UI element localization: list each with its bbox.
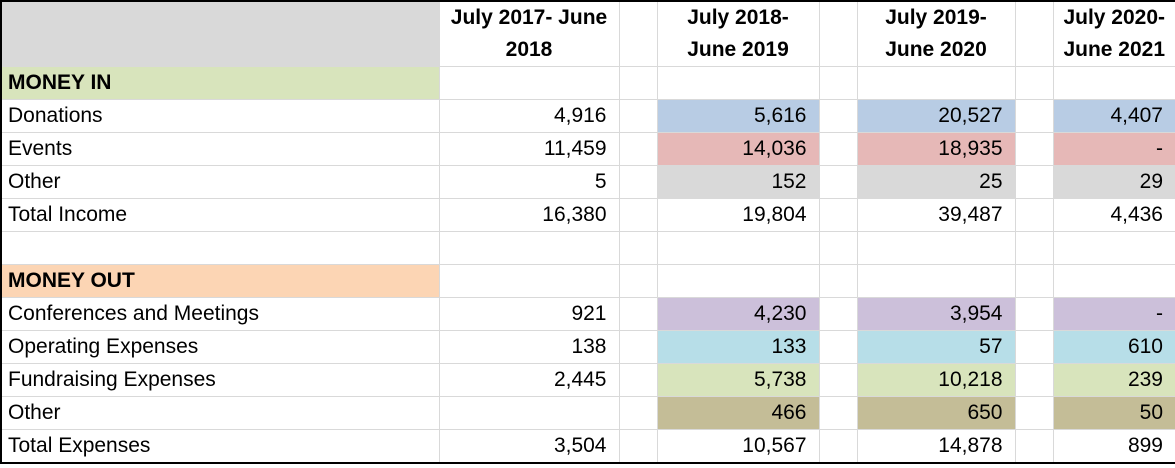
value-cell: 921 <box>439 297 620 331</box>
row-label: Other <box>1 165 440 199</box>
money-out-title: MONEY OUT <box>1 264 440 298</box>
table-row-conferences: Conferences and Meetings 921 4,230 3,954… <box>1 297 1175 331</box>
value-cell: 16,380 <box>439 198 620 232</box>
value-cell: 5,738 <box>657 363 820 397</box>
money-out-section-row: MONEY OUT <box>1 264 1175 298</box>
table-row-total-expenses: Total Expenses 3,504 10,567 14,878 899 <box>1 429 1175 464</box>
row-label: Total Income <box>1 198 440 232</box>
value-cell: 25 <box>857 165 1016 199</box>
value-cell: 3,504 <box>439 429 620 464</box>
value-cell: 133 <box>657 330 820 364</box>
value-cell: 899 <box>1053 429 1175 464</box>
table-row-donations: Donations 4,916 5,616 20,527 4,407 <box>1 99 1175 133</box>
money-in-title: MONEY IN <box>1 66 440 100</box>
value-cell: 3,954 <box>857 297 1016 331</box>
value-cell: 39,487 <box>857 198 1016 232</box>
spacer-cell <box>819 1 858 67</box>
row-label: Donations <box>1 99 440 133</box>
value-cell: 4,407 <box>1053 99 1175 133</box>
value-cell: 4,230 <box>657 297 820 331</box>
table-row-operating: Operating Expenses 138 133 57 610 <box>1 330 1175 364</box>
value-cell: 610 <box>1053 330 1175 364</box>
value-cell: - <box>1053 297 1175 331</box>
value-cell: 466 <box>657 396 820 430</box>
table-row-events: Events 11,459 14,036 18,935 - <box>1 132 1175 166</box>
value-cell <box>439 396 620 430</box>
value-cell: 152 <box>657 165 820 199</box>
row-label: Total Expenses <box>1 429 440 464</box>
header-row: July 2017- June 2018 July 2018- June 201… <box>1 1 1175 67</box>
row-label: Fundraising Expenses <box>1 363 440 397</box>
row-label: Conferences and Meetings <box>1 297 440 331</box>
period-header: July 2018- June 2019 <box>657 1 820 67</box>
value-cell: 57 <box>857 330 1016 364</box>
table-row-other-income: Other 5 152 25 29 <box>1 165 1175 199</box>
row-label: Operating Expenses <box>1 330 440 364</box>
value-cell: 14,036 <box>657 132 820 166</box>
table-row-fundraising: Fundraising Expenses 2,445 5,738 10,218 … <box>1 363 1175 397</box>
value-cell: 10,218 <box>857 363 1016 397</box>
value-cell: - <box>1053 132 1175 166</box>
value-cell: 239 <box>1053 363 1175 397</box>
table-row-other-expenses: Other 466 650 50 <box>1 396 1175 430</box>
value-cell: 29 <box>1053 165 1175 199</box>
value-cell: 2,445 <box>439 363 620 397</box>
period-header: July 2019- June 2020 <box>857 1 1016 67</box>
value-cell: 138 <box>439 330 620 364</box>
value-cell: 4,916 <box>439 99 620 133</box>
value-cell: 18,935 <box>857 132 1016 166</box>
table-row-total-income: Total Income 16,380 19,804 39,487 4,436 <box>1 198 1175 232</box>
row-label: Events <box>1 132 440 166</box>
period-header: July 2020- June 2021 <box>1053 1 1175 67</box>
value-cell: 5 <box>439 165 620 199</box>
value-cell: 20,527 <box>857 99 1016 133</box>
value-cell: 650 <box>857 396 1016 430</box>
money-in-section-row: MONEY IN <box>1 66 1175 100</box>
value-cell: 5,616 <box>657 99 820 133</box>
header-corner-cell <box>1 1 440 67</box>
spacer-cell <box>619 1 658 67</box>
value-cell: 10,567 <box>657 429 820 464</box>
value-cell: 14,878 <box>857 429 1016 464</box>
value-cell: 4,436 <box>1053 198 1175 232</box>
value-cell: 19,804 <box>657 198 820 232</box>
period-header: July 2017- June 2018 <box>439 1 620 67</box>
row-label: Other <box>1 396 440 430</box>
value-cell: 50 <box>1053 396 1175 430</box>
spacer-cell <box>1015 1 1054 67</box>
value-cell: 11,459 <box>439 132 620 166</box>
blank-row <box>1 231 1175 265</box>
